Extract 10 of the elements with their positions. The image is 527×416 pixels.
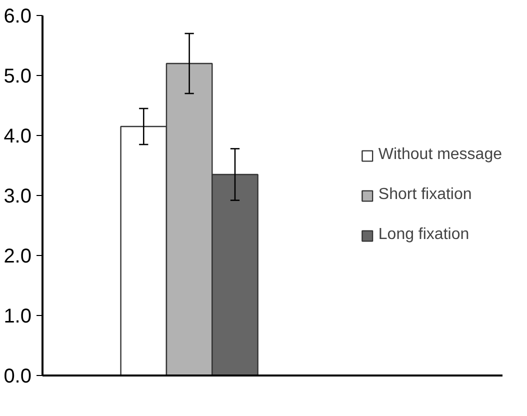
y-tick-label: 3.0 xyxy=(4,186,32,208)
legend-label: Long fixation xyxy=(378,226,470,244)
y-tick-label: 2.0 xyxy=(4,246,32,268)
y-tick-label: 6.0 xyxy=(4,6,32,28)
y-tick-label: 5.0 xyxy=(4,66,32,88)
legend-label: Short fixation xyxy=(378,186,472,204)
legend-label: Without message xyxy=(378,146,502,164)
y-tick-label: 1.0 xyxy=(4,306,32,328)
y-tick-label: 0.0 xyxy=(4,366,32,388)
y-tick-label: 4.0 xyxy=(4,126,32,148)
